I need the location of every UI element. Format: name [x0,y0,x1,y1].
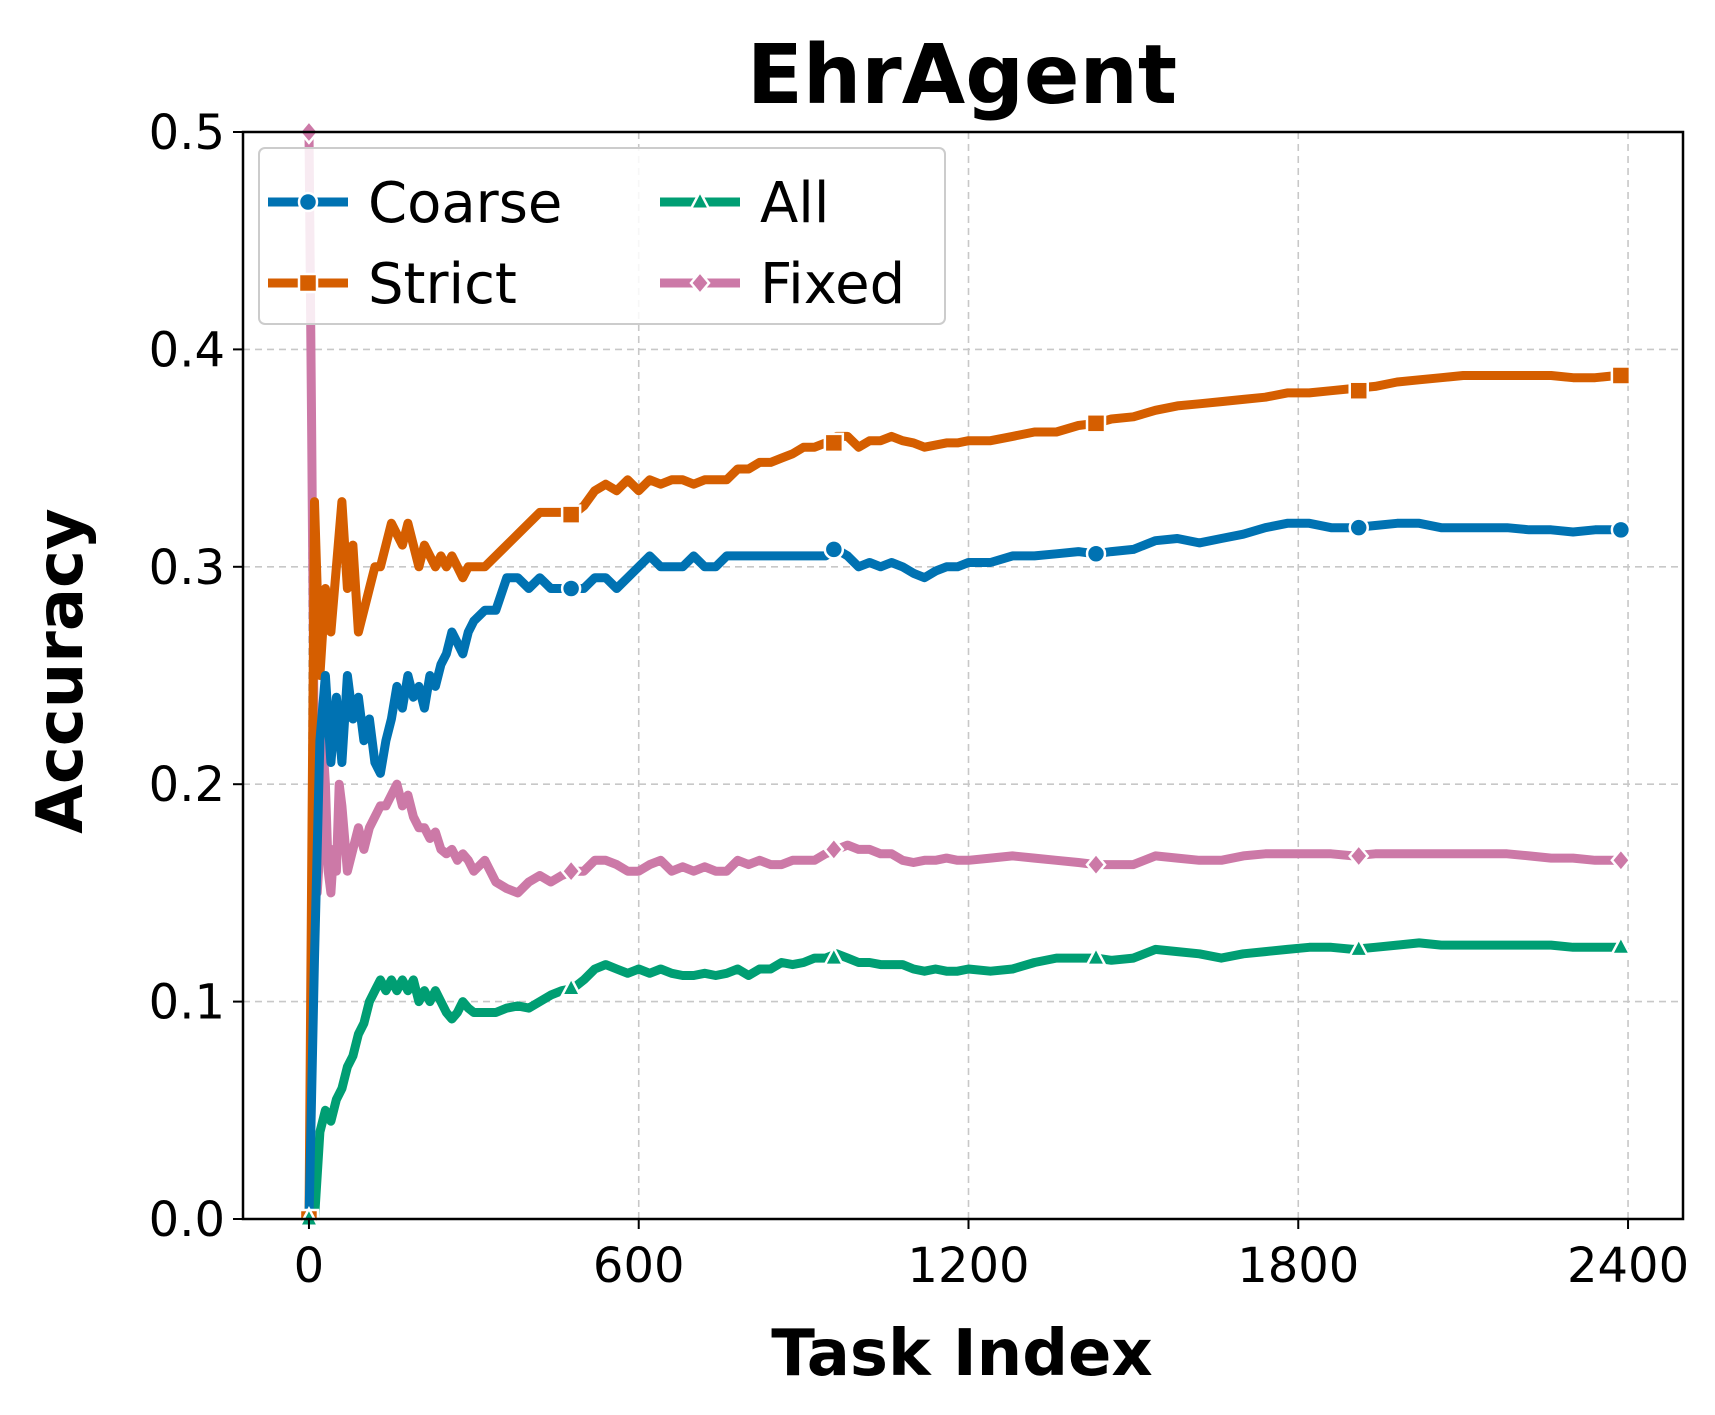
series-marker-coarse [1085,543,1107,565]
series-marker-strict [1610,365,1632,386]
legend-label-fixed: Fixed [760,252,905,317]
legend-marker-coarse [297,191,319,213]
series-line-strict [304,371,1622,1219]
series-line-coarse [304,518,1622,1219]
series-marker-all [560,975,583,997]
markers-layer [297,119,1632,1230]
legend-box [258,147,946,325]
series-marker-fixed [823,836,845,863]
series-marker-strict [560,504,582,525]
x-tick-label: 1200 [907,1238,1029,1294]
series-marker-all [1609,934,1632,956]
series-marker-all [822,945,845,967]
series-marker-coarse [560,578,582,599]
legend-marker-strict [297,272,319,294]
series-marker-coarse [1348,517,1369,538]
series-marker-strict [1348,380,1369,401]
series-layer [304,132,1622,1219]
series-marker-strict [823,432,845,454]
y-tick-label: 0.1 [149,975,225,1031]
series-marker-all [1084,945,1108,967]
y-axis-label: Accuracy [24,508,98,833]
y-tick-label: 0.5 [149,105,225,161]
series-marker-strict [1085,413,1107,434]
legend-label-all: All [760,171,829,236]
x-axis-ticks: 0 600 1200 1800 2400 [294,1219,1689,1294]
series-line-all [304,938,1622,1219]
legend: Coarse Strict All Fixed [258,147,946,325]
y-tick-label: 0.0 [149,1192,225,1248]
x-axis-label: Task Index [771,1317,1152,1391]
legend-label-strict: Strict [368,252,517,317]
series-marker-fixed [560,858,582,884]
series-marker-fixed [1610,847,1632,874]
chart-title: EhrAgent [747,28,1177,123]
legend-label-coarse: Coarse [368,171,562,236]
series-marker-fixed [1348,843,1370,869]
series-marker-all [1347,936,1370,958]
y-tick-label: 0.3 [149,540,225,596]
y-tick-label: 0.2 [149,757,225,813]
series-marker-coarse [823,539,845,560]
y-tick-label: 0.4 [149,322,225,378]
x-tick-label: 2400 [1567,1238,1689,1294]
x-tick-label: 1800 [1237,1238,1359,1294]
series-marker-coarse [1610,519,1632,541]
plot-frame [241,130,1685,1221]
legend-marker-all [688,188,712,210]
x-tick-label: 600 [593,1238,685,1294]
series-line-fixed [304,132,1622,898]
x-tick-label: 0 [294,1238,325,1294]
legend-marker-fixed [689,270,711,296]
series-marker-fixed [1085,851,1107,878]
y-axis-ticks: 0.0 0.1 0.2 0.3 0.4 0.5 [149,105,243,1248]
